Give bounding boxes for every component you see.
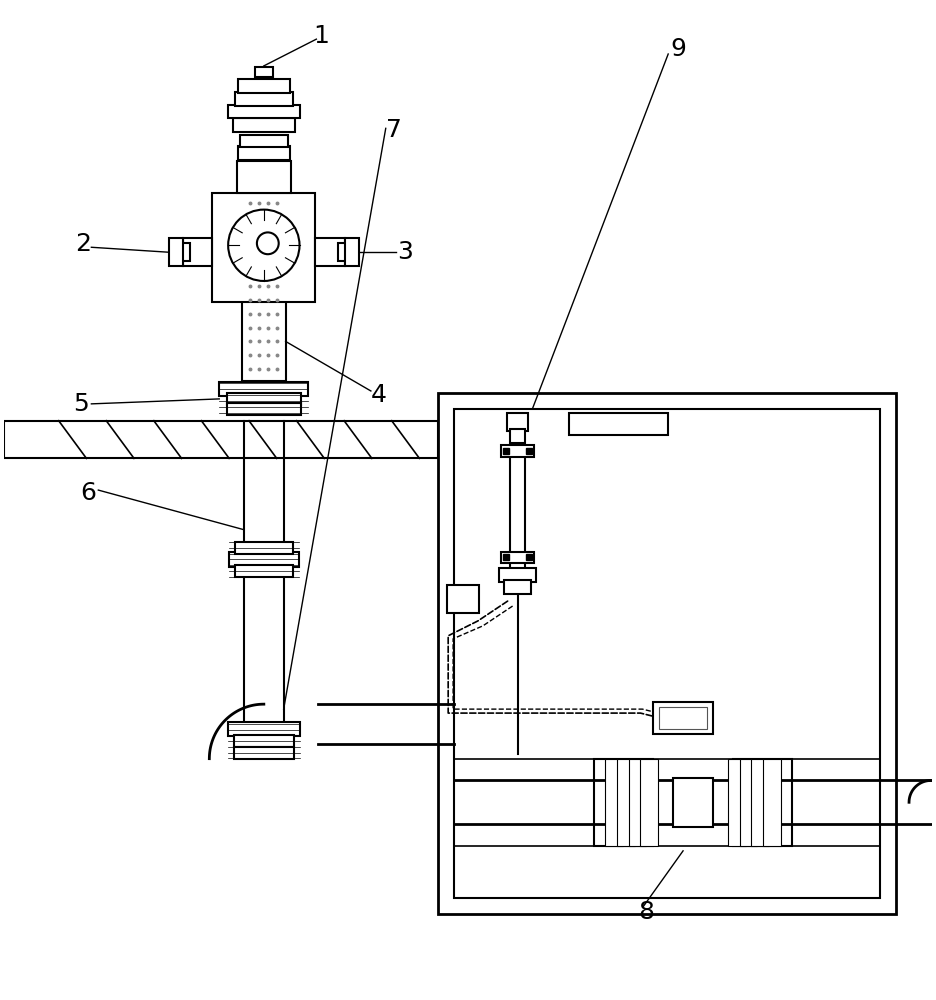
Bar (501, 445, 534, 457)
Circle shape (228, 210, 300, 281)
Text: 9: 9 (670, 37, 686, 61)
Bar (640, 759, 658, 846)
Bar (727, 759, 745, 846)
Bar (501, 552, 534, 563)
Bar (499, 568, 536, 582)
Bar (752, 759, 769, 846)
Text: 7: 7 (386, 118, 402, 142)
Bar (506, 413, 529, 431)
Bar (629, 759, 647, 846)
Bar (653, 702, 713, 734)
Text: 5: 5 (74, 392, 89, 416)
Bar (509, 429, 525, 443)
Bar (219, 382, 309, 396)
Bar (240, 135, 287, 147)
Bar (234, 735, 294, 747)
Bar (233, 118, 295, 132)
Text: 6: 6 (80, 481, 96, 505)
Bar (315, 238, 345, 266)
Bar (438, 393, 896, 914)
Bar (228, 105, 300, 118)
Bar (235, 565, 293, 577)
Text: 8: 8 (638, 900, 654, 924)
Bar (593, 759, 653, 846)
Bar (673, 778, 713, 827)
Bar (238, 79, 289, 93)
Bar (237, 161, 291, 193)
Bar (242, 193, 285, 381)
Bar (227, 393, 301, 405)
Bar (454, 409, 880, 898)
Bar (338, 243, 356, 261)
Bar (235, 92, 293, 106)
Bar (212, 193, 315, 302)
Bar (183, 238, 212, 266)
Bar (733, 759, 792, 846)
Bar (255, 67, 272, 77)
Bar (447, 585, 479, 613)
Bar (238, 146, 289, 160)
Bar (4, 421, 438, 458)
Text: 2: 2 (76, 232, 92, 256)
Bar (569, 413, 668, 435)
Bar (168, 238, 183, 266)
Bar (345, 238, 359, 266)
Bar (605, 759, 622, 846)
Bar (228, 722, 300, 736)
Text: 3: 3 (398, 240, 414, 264)
Circle shape (256, 232, 279, 254)
Text: 1: 1 (314, 24, 329, 48)
Bar (234, 747, 294, 759)
Bar (659, 707, 707, 729)
Text: 4: 4 (371, 383, 387, 407)
Bar (235, 542, 293, 554)
Bar (171, 243, 189, 261)
Bar (617, 759, 635, 846)
Bar (227, 403, 301, 415)
Bar (229, 552, 299, 567)
Bar (504, 580, 532, 594)
Bar (739, 759, 757, 846)
Bar (764, 759, 782, 846)
